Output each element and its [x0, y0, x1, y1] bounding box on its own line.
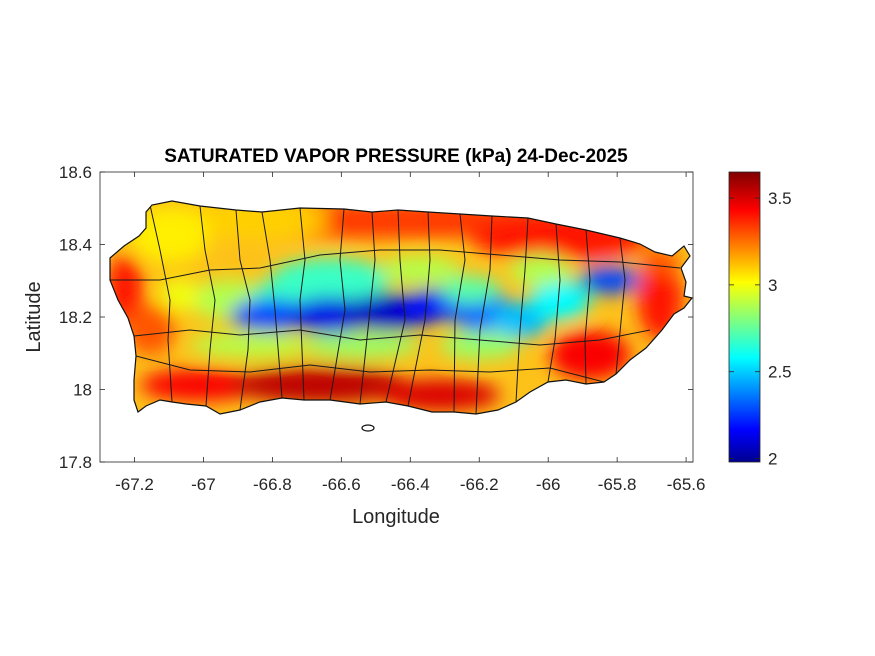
x-tick-label: -66.2	[460, 475, 499, 494]
municipality-boundary	[199, 205, 216, 407]
colorbar-ticks: 2 2.5 3 3.5	[729, 189, 792, 469]
municipality-boundary	[329, 208, 346, 401]
municipality-boundary	[110, 249, 681, 281]
field-cell	[380, 379, 500, 411]
x-tick-label: -66.6	[322, 475, 361, 494]
field-cell	[160, 279, 200, 311]
chart-title: SATURATED VAPOR PRESSURE (kPa) 24-Dec-20…	[164, 146, 628, 167]
municipality-boundary	[149, 204, 173, 403]
y-axis: 17.8 18 18.2 18.4 18.6	[59, 163, 693, 472]
y-tick-label: 17.8	[59, 453, 92, 472]
y-tick-label: 18.4	[59, 236, 92, 255]
municipality-boundaries	[110, 204, 681, 414]
municipality-boundary	[385, 209, 406, 403]
colorbar	[728, 171, 761, 463]
colorbar-tick-label: 3	[768, 276, 777, 295]
x-tick-label: -67.2	[115, 475, 154, 494]
x-tick-label: -66.8	[253, 475, 292, 494]
y-tick-label: 18	[73, 381, 92, 400]
field-cell	[130, 207, 210, 263]
municipality-boundary	[615, 237, 626, 375]
field-cell	[380, 256, 460, 284]
x-tick-label: -66	[536, 475, 561, 494]
municipality-boundary	[515, 217, 529, 403]
field-cell	[230, 367, 410, 403]
y-tick-label: 18.2	[59, 308, 92, 327]
municipality-boundary	[135, 355, 605, 383]
island-outline	[109, 200, 694, 415]
municipality-boundary	[407, 211, 431, 407]
municipality-boundary	[547, 223, 561, 383]
municipality-boundary	[133, 329, 651, 346]
field-cell	[190, 333, 310, 357]
field-cell	[530, 280, 590, 320]
colorbar-tick-label: 2	[768, 450, 777, 469]
caja-de-muertos-islet	[361, 424, 375, 432]
field-cell	[125, 305, 175, 355]
municipality-boundary	[299, 207, 306, 401]
y-tick-label: 18.6	[59, 163, 92, 182]
x-tick-label: -65.6	[667, 475, 706, 494]
municipality-boundary	[359, 211, 376, 405]
municipality-boundary	[235, 209, 251, 411]
colorbar-tick-label: 3.5	[768, 189, 792, 208]
y-axis-label: Latitude	[23, 281, 45, 352]
x-tick-label: -66.4	[391, 475, 430, 494]
x-axis-label: Longitude	[352, 506, 440, 528]
field-cell	[580, 266, 640, 294]
field-cell	[440, 276, 500, 304]
colorbar-tick-label: 2.5	[768, 363, 792, 382]
municipality-boundary	[453, 213, 466, 413]
field-cell	[270, 258, 390, 302]
x-tick-label: -65.8	[598, 475, 637, 494]
field-cell	[300, 333, 420, 357]
municipality-boundary	[261, 211, 283, 399]
field-cell	[170, 202, 330, 238]
x-axis: -67.2 -67 -66.8 -66.6 -66.4 -66.2 -66 -65.8 -65.…	[115, 172, 705, 494]
x-tick-label: -67	[191, 475, 216, 494]
municipality-boundary	[584, 229, 591, 385]
